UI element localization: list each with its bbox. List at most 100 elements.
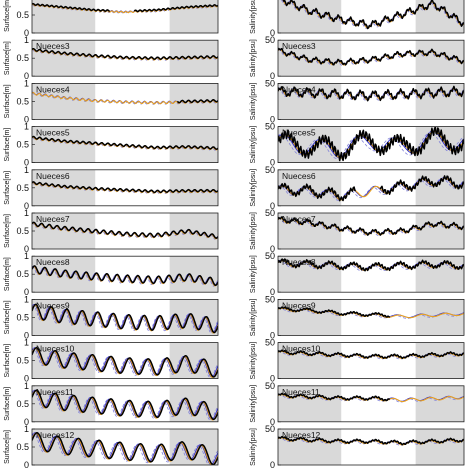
model-c-line — [278, 178, 464, 201]
observed-line — [176, 99, 218, 104]
y-axis-label: Surface[m] — [4, 387, 11, 421]
y-tick-label: 1 — [24, 381, 29, 391]
y-tick-label: 1 — [24, 165, 29, 175]
panel-label: Nueces11 — [282, 387, 320, 397]
panel-surface-5: 0 0.5 1 Nueces6 Surface[m] — [4, 165, 219, 211]
y-tick-label: 50 — [265, 122, 275, 132]
y-tick-label: 0 — [270, 244, 275, 254]
y-axis-label: Salinity[psu] — [250, 385, 257, 423]
series-group — [278, 216, 464, 236]
observed-line — [278, 392, 391, 402]
y-tick-label: 0 — [270, 28, 275, 38]
panel-label: Nueces9 — [36, 300, 70, 310]
y-tick-label: 1 — [24, 294, 29, 304]
y-tick-label: 50 — [265, 0, 275, 2]
y-tick-label: 0.5 — [16, 226, 29, 236]
panel-label: Nueces8 — [36, 257, 70, 267]
y-tick-label: 0 — [24, 114, 29, 124]
panel-surface-7: 0 0.5 1 Nueces8 Surface[m] — [4, 251, 219, 297]
shaded-period — [169, 126, 218, 163]
y-tick-label: 0.5 — [16, 442, 29, 452]
plot-frame — [277, 298, 465, 336]
panel-surface-2: 0 0.5 1 Nueces3 Surface[m] — [4, 35, 219, 81]
y-tick-label: 1 — [24, 35, 29, 45]
y-axis-label: Salinity[psu] — [250, 82, 257, 120]
panel-label: Nueces7 — [36, 214, 70, 224]
shaded-period — [169, 169, 218, 206]
y-tick-label: 0.5 — [16, 356, 29, 366]
series-group — [32, 221, 218, 240]
y-tick-label: 50 — [265, 338, 275, 348]
y-tick-label: 0 — [24, 460, 29, 470]
shaded-period — [415, 429, 464, 465]
model-c-line — [32, 433, 218, 465]
y-axis-label: Surface[m] — [4, 257, 11, 291]
y-tick-label: 0 — [24, 287, 29, 297]
y-tick-label: 0.5 — [16, 269, 29, 279]
series-group — [278, 258, 464, 272]
panel-salinity-5: 0 50 Nueces6 Salinity[psu] — [250, 165, 465, 211]
panel-surface-4: 0 0.5 1 Nueces5 Surface[m] — [4, 122, 219, 168]
y-axis-label: Salinity[psu] — [250, 169, 257, 207]
y-tick-label: 1 — [24, 122, 29, 132]
y-axis-label: Salinity[psu] — [250, 39, 257, 77]
y-axis-label: Surface[m] — [4, 214, 11, 248]
observed-line — [282, 0, 464, 30]
observed-line — [32, 181, 218, 194]
y-tick-label: 50 — [265, 251, 275, 261]
plot-frame — [277, 39, 465, 77]
y-tick-label: 1 — [24, 78, 29, 88]
panel-salinity-4: 0 50 Nueces5 Salinity[psu] — [250, 122, 465, 168]
series-group — [32, 431, 218, 465]
y-tick-label: 0 — [24, 374, 29, 384]
shaded-period — [415, 299, 464, 336]
observed-line — [278, 306, 391, 318]
y-tick-label: 0 — [24, 28, 29, 38]
panel-surface-6: 0 0.5 1 Nueces7 Surface[m] — [4, 208, 219, 254]
series-group — [32, 2, 218, 14]
plot-frame — [277, 255, 465, 293]
model-c-line — [32, 304, 218, 334]
y-tick-label: 1 — [24, 0, 29, 2]
panel-salinity-9: 0 50 Nueces10 Salinity[psu] — [250, 338, 465, 384]
panel-label: Nueces3 — [282, 41, 316, 51]
y-axis-label: Salinity[psu] — [250, 342, 257, 380]
panel-label: Nueces10 — [36, 344, 75, 354]
y-axis-label: Surface[m] — [4, 171, 11, 205]
plot-frame — [277, 212, 465, 250]
plot-frame — [277, 169, 465, 207]
y-axis-label: Surface[m] — [4, 344, 11, 378]
y-tick-label: 0 — [270, 417, 275, 427]
plot-frame — [277, 83, 465, 120]
model-b-line — [32, 432, 218, 465]
series-group — [32, 389, 218, 421]
y-tick-label: 0 — [24, 417, 29, 427]
panel-label: Nueces6 — [36, 171, 70, 181]
y-tick-label: 0.5 — [16, 140, 29, 150]
y-tick-label: 0.5 — [16, 399, 29, 409]
observed-line — [32, 135, 218, 150]
y-axis-label: Surface[m] — [4, 84, 11, 118]
observed-line — [32, 2, 218, 13]
panel-label: Nueces12 — [36, 430, 75, 440]
series-group — [32, 47, 218, 61]
y-tick-label: 0 — [270, 114, 275, 124]
shaded-period — [32, 40, 96, 77]
series-group — [32, 181, 218, 194]
y-tick-label: 0 — [24, 330, 29, 340]
shaded-period — [278, 429, 342, 465]
panel-label: Nueces4 — [282, 84, 316, 94]
y-tick-label: 50 — [265, 35, 275, 45]
y-axis-label: Salinity[psu] — [250, 0, 257, 34]
y-axis-label: Surface[m] — [4, 430, 11, 464]
observed-line — [278, 126, 464, 162]
y-tick-label: 50 — [265, 78, 275, 88]
panel-label: Nueces10 — [282, 344, 321, 354]
panel-label: Nueces9 — [282, 300, 316, 310]
panel-surface-11: 0 0.5 1 Nueces12 Surface[m] — [4, 424, 219, 470]
series-group — [32, 135, 218, 151]
model-c-line — [278, 218, 464, 236]
y-axis-label: Salinity[psu] — [250, 126, 257, 164]
y-tick-label: 50 — [265, 424, 275, 434]
shaded-period — [278, 385, 342, 422]
